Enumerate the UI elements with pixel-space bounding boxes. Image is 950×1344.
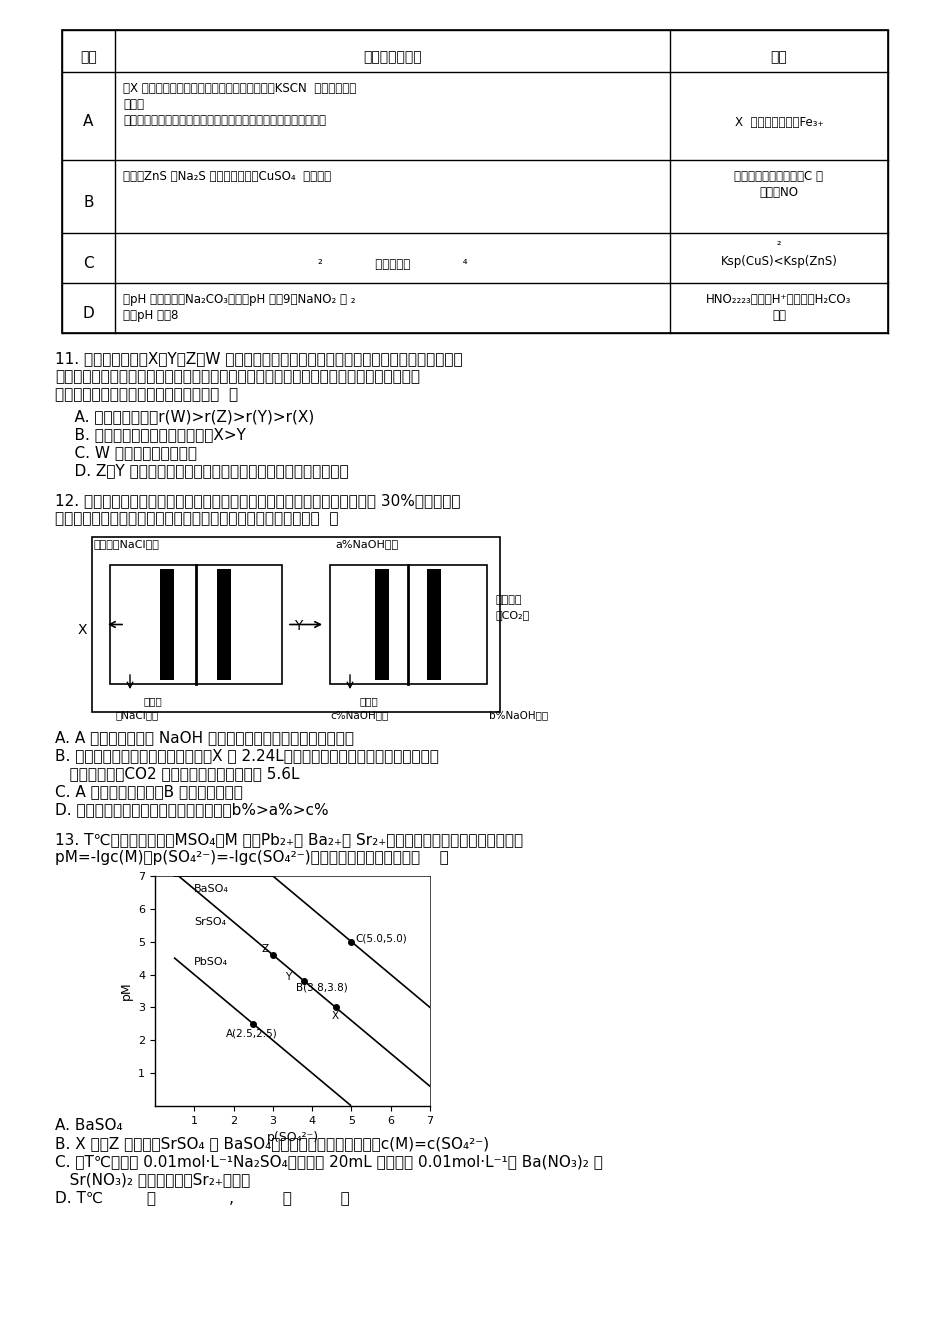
Bar: [375, 569, 389, 680]
Text: A(2.5,2.5): A(2.5,2.5): [226, 1030, 277, 1039]
Text: X: X: [77, 622, 86, 637]
Text: B. 最简洁气态氢化物的稳定性：X>Y: B. 最简洁气态氢化物的稳定性：X>Y: [55, 427, 246, 442]
Text: C. W 形成的含氧酸是强酸: C. W 形成的含氧酸是强酸: [55, 445, 197, 460]
Text: A. BaSO₄: A. BaSO₄: [55, 1118, 123, 1133]
Text: 的强: 的强: [772, 309, 786, 323]
Text: D: D: [83, 306, 94, 321]
Text: 12. 氯碱工业是高耗能产业，一种将电解池与燃料电池相组合的工艺可以节能 30%以上，工作: 12. 氯碱工业是高耗能产业，一种将电解池与燃料电池相组合的工艺可以节能 30%…: [55, 493, 461, 508]
Text: 有电子的得失，以下说法正确的选项是（  ）: 有电子的得失，以下说法正确的选项是（ ）: [55, 387, 238, 402]
Text: 选项: 选项: [80, 50, 97, 65]
Text: 离子膜: 离子膜: [143, 696, 162, 706]
Text: pM=-lgc(M)，p(SO₄²⁻)=-lgc(SO₄²⁻)。以下说法正确的选项是（    ）: pM=-lgc(M)，p(SO₄²⁻)=-lgc(SO₄²⁻)。以下说法正确的选…: [55, 849, 448, 866]
Text: PbSO₄: PbSO₄: [195, 957, 228, 966]
Text: D. T℃         下               ,          反          应: D. T℃ 下 , 反 应: [55, 1189, 350, 1206]
Text: 应生成NO: 应生成NO: [759, 185, 799, 199]
Bar: [62, 30, 888, 333]
Text: B(3.8,3.8): B(3.8,3.8): [296, 982, 349, 993]
Text: HNO₂₂₂₃电离出H⁺的力气比H₂CO₃: HNO₂₂₂₃电离出H⁺的力气比H₂CO₃: [706, 293, 852, 306]
Text: 稀NaCl溶液: 稀NaCl溶液: [115, 710, 159, 720]
Text: B. X 点和Z 点分别是SrSO₄ 和 BaSO₄的饱和溶液，对应的溶液中c(M)=c(SO₄²⁻): B. X 点和Z 点分别是SrSO₄ 和 BaSO₄的饱和溶液，对应的溶液中c(…: [55, 1136, 489, 1150]
Text: B: B: [84, 195, 94, 210]
Text: BaSO₄: BaSO₄: [195, 884, 229, 894]
Text: （不考虑去除CO2 的体积变化）的体积约为 5.6L: （不考虑去除CO2 的体积变化）的体积约为 5.6L: [55, 766, 299, 781]
Text: 在炎热的木炭上滴加少许浓硝酸，产生红棕色气体，木炭持续燃烧: 在炎热的木炭上滴加少许浓硝酸，产生红棕色气体，木炭持续燃烧: [123, 114, 326, 126]
Text: D. Z、Y 形成的某种化合物中含有共价键且在熔融状态下能导电: D. Z、Y 形成的某种化合物中含有共价键且在熔融状态下能导电: [55, 462, 349, 478]
Text: A. 简洁离子半径：r(W)>r(Z)>r(Y)>r(X): A. 简洁离子半径：r(W)>r(Z)>r(Y)>r(X): [55, 409, 314, 423]
Text: 用pH 试纸测得：Na₂CO₃溶液的pH 约为9，NaNO₂ 溶 ₂: 用pH 试纸测得：Na₂CO₃溶液的pH 约为9，NaNO₂ 溶 ₂: [123, 293, 355, 306]
Text: X: X: [332, 1011, 339, 1021]
Text: SrSO₄: SrSO₄: [195, 918, 226, 927]
Text: X  溶液中确定含有Fe₃₊: X 溶液中确定含有Fe₃₊: [734, 116, 824, 129]
Text: 结论: 结论: [770, 50, 788, 65]
Text: C(5.0,5.0): C(5.0,5.0): [355, 934, 408, 943]
Text: 去CO₂）: 去CO₂）: [495, 610, 529, 620]
Text: B. 两池工作时收集到标准状况下气体X 为 2.24L，则理论上此时充人标准状况下的空气: B. 两池工作时收集到标准状况下气体X 为 2.24L，则理论上此时充人标准状况…: [55, 749, 439, 763]
Text: Y: Y: [294, 618, 302, 633]
Text: a%NaOH溶液: a%NaOH溶液: [335, 539, 398, 548]
Text: 为红色: 为红色: [123, 98, 144, 112]
Text: 向X 溶液中滴加几滴蒸馏水，振荡，再参与少量KSCN  溶液，溶液变: 向X 溶液中滴加几滴蒸馏水，振荡，再参与少量KSCN 溶液，溶液变: [123, 82, 356, 95]
Text: ²: ²: [777, 241, 781, 251]
Text: 加热条件下，浓硝酸与C 反: 加热条件下，浓硝酸与C 反: [734, 169, 824, 183]
Text: 液的pH 约为8: 液的pH 约为8: [123, 309, 179, 323]
Text: A. A 池中加氢氧化钠 NaOH 溶液的目的是增强燃料电池的导电性: A. A 池中加氢氧化钠 NaOH 溶液的目的是增强燃料电池的导电性: [55, 730, 354, 745]
Text: 单质和它们之间形成的常见二元化合物中，有三种有色物质能与水发生氧化复原反应且水没: 单质和它们之间形成的常见二元化合物中，有三种有色物质能与水发生氧化复原反应且水没: [55, 370, 420, 384]
Text: 试验操作和现象: 试验操作和现象: [363, 50, 422, 65]
Text: C. 在T℃时，用 0.01mol·L⁻¹Na₂SO₄溶液滴定 20mL 浓度均是 0.01mol·L⁻¹的 Ba(NO₃)₂ 和: C. 在T℃时，用 0.01mol·L⁻¹Na₂SO₄溶液滴定 20mL 浓度均…: [55, 1154, 603, 1169]
Text: 离子膜: 离子膜: [360, 696, 378, 706]
Bar: [110, 564, 282, 684]
Text: 向含有ZnS 和Na₂S 的悬浊液中滴加CuSO₄  溶液，生: 向含有ZnS 和Na₂S 的悬浊液中滴加CuSO₄ 溶液，生: [123, 169, 332, 183]
X-axis label: p(SO₄²⁻): p(SO₄²⁻): [266, 1132, 318, 1144]
Y-axis label: pM: pM: [120, 981, 133, 1000]
Bar: [160, 569, 174, 680]
Text: Y: Y: [285, 972, 291, 981]
Bar: [217, 569, 231, 680]
Text: ²              成黑色沉淀              ⁴: ² 成黑色沉淀 ⁴: [317, 258, 467, 270]
Text: Sr(NO₃)₂ 的混合溶液，Sr₂₊先沉淀: Sr(NO₃)₂ 的混合溶液，Sr₂₊先沉淀: [55, 1172, 250, 1187]
Text: 13. T℃下，三种硫酸盐MSO₄（M 表示Pb₂₊或 Ba₂₊或 Sr₂₊）的沉淀溶解平衡曲线如以下图。: 13. T℃下，三种硫酸盐MSO₄（M 表示Pb₂₊或 Ba₂₊或 Sr₂₊）的…: [55, 832, 523, 847]
Text: c%NaOH溶液: c%NaOH溶液: [330, 710, 389, 720]
Text: 原理如以下图，其中各电极未标出。以下有关说法错误的选项是（  ）: 原理如以下图，其中各电极未标出。以下有关说法错误的选项是（ ）: [55, 511, 338, 526]
Text: Ksp(CuS)<Ksp(ZnS): Ksp(CuS)<Ksp(ZnS): [720, 255, 838, 267]
Text: 11. 短周期主族元素X、Y、Z、W 的原子序数依次增大，其中只有一种金属元素，它们对应的: 11. 短周期主族元素X、Y、Z、W 的原子序数依次增大，其中只有一种金属元素，…: [55, 351, 463, 366]
Text: C: C: [84, 257, 94, 271]
Text: D. 氢氧化钠的质量分数从大到小的挨次为b%>a%>c%: D. 氢氧化钠的质量分数从大到小的挨次为b%>a%>c%: [55, 802, 329, 817]
Text: 精制饱和NaCl溶液: 精制饱和NaCl溶液: [94, 539, 160, 548]
Text: C. A 为阳离子交换膜、B 为阴离子交换膜: C. A 为阳离子交换膜、B 为阴离子交换膜: [55, 784, 243, 798]
Bar: [427, 569, 441, 680]
Text: 空气（除: 空气（除: [495, 595, 522, 605]
Bar: [330, 564, 487, 684]
Text: A: A: [84, 114, 94, 129]
Bar: [92, 538, 500, 712]
Text: Z: Z: [261, 943, 268, 954]
Text: b%NaOH溶液: b%NaOH溶液: [489, 710, 548, 720]
